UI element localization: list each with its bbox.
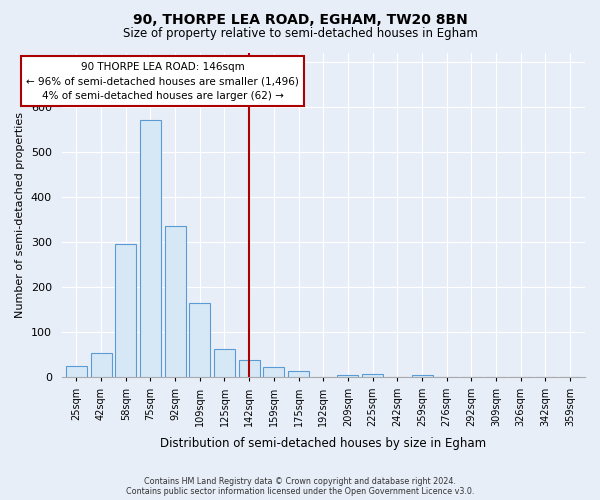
Bar [66, 366, 87, 378]
Bar [263, 368, 284, 378]
Text: Contains HM Land Registry data © Crown copyright and database right 2024.
Contai: Contains HM Land Registry data © Crown c… [126, 476, 474, 496]
Bar [115, 244, 136, 378]
Bar [214, 349, 235, 378]
Bar [189, 303, 210, 378]
Text: 90, THORPE LEA ROAD, EGHAM, TW20 8BN: 90, THORPE LEA ROAD, EGHAM, TW20 8BN [133, 12, 467, 26]
Bar [140, 120, 161, 378]
Bar [288, 371, 309, 378]
Text: 90 THORPE LEA ROAD: 146sqm
← 96% of semi-detached houses are smaller (1,496)
4% : 90 THORPE LEA ROAD: 146sqm ← 96% of semi… [26, 62, 299, 101]
Bar [412, 375, 433, 378]
Bar [239, 360, 260, 378]
Bar [91, 352, 112, 378]
Y-axis label: Number of semi-detached properties: Number of semi-detached properties [15, 112, 25, 318]
Text: Size of property relative to semi-detached houses in Egham: Size of property relative to semi-detach… [122, 28, 478, 40]
Bar [164, 226, 185, 378]
Bar [337, 374, 358, 378]
Bar [362, 374, 383, 378]
X-axis label: Distribution of semi-detached houses by size in Egham: Distribution of semi-detached houses by … [160, 437, 487, 450]
